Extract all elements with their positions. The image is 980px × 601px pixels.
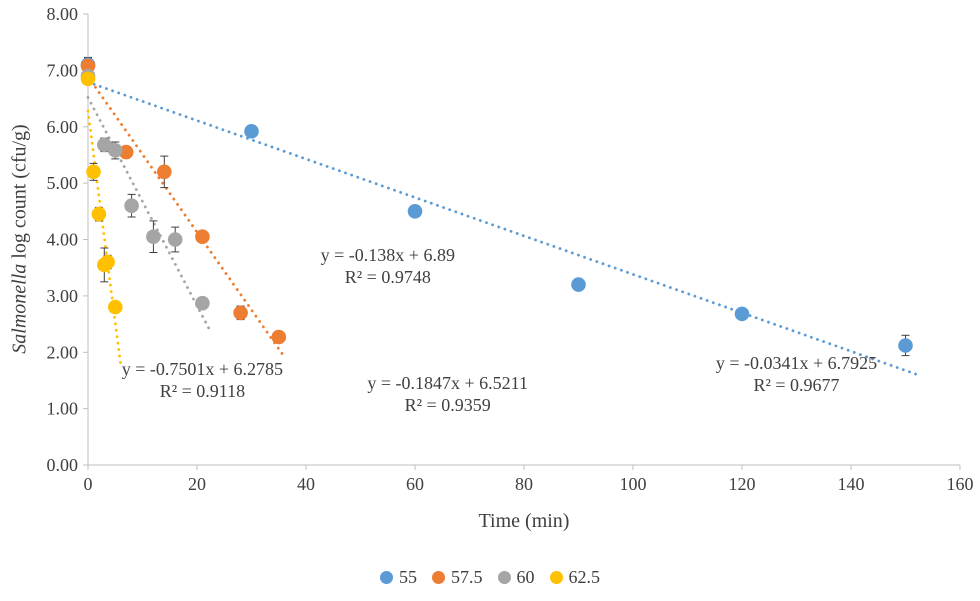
- data-point-55: [571, 277, 586, 292]
- trend-r2-55: R² = 0.9677: [753, 375, 839, 395]
- trend-equation-62.5: y = -0.7501x + 6.2785: [122, 359, 283, 379]
- legend-item-55: 55: [380, 567, 417, 588]
- data-point-57.5: [233, 305, 248, 321]
- x-tick-label: 120: [729, 474, 756, 494]
- data-point-62.5: [91, 206, 107, 222]
- x-tick-label: 0: [84, 474, 93, 494]
- x-tick-label: 80: [515, 474, 533, 494]
- trend-r2-57.5: R² = 0.9748: [345, 267, 431, 287]
- legend-label-62.5: 62.5: [568, 567, 601, 587]
- y-tick-label: 3.00: [47, 286, 79, 306]
- x-tick-label: 160: [947, 474, 974, 494]
- legend-item-62.5: 62.5: [549, 567, 601, 588]
- data-point-62.5: [86, 164, 101, 180]
- data-point-60: [146, 229, 161, 244]
- x-tick-label: 60: [406, 474, 424, 494]
- legend-label-57.5: 57.5: [451, 567, 483, 587]
- chart-legend: 55 57.5 60 62.5: [0, 567, 980, 588]
- data-point-57.5: [157, 164, 172, 180]
- trendline-60: [86, 96, 213, 334]
- y-tick-label: 7.00: [47, 60, 79, 80]
- data-point-60: [167, 232, 183, 247]
- y-tick-label: 1.00: [47, 399, 79, 419]
- data-point-57.5: [118, 144, 134, 160]
- x-tick-label: 100: [620, 474, 647, 494]
- data-point-60: [97, 137, 112, 153]
- data-point-62.5: [100, 254, 115, 270]
- trend-r2-62.5: R² = 0.9118: [160, 381, 245, 401]
- data-point-62.5: [80, 71, 96, 87]
- data-point-60: [124, 198, 139, 213]
- legend-marker-55: [380, 571, 393, 584]
- y-tick-label: 5.00: [47, 173, 79, 193]
- trend-r2-60: R² = 0.9359: [405, 395, 491, 415]
- trendline-55: [86, 80, 918, 376]
- legend-marker-60: [497, 571, 511, 584]
- data-point-55: [734, 306, 750, 322]
- y-axis-title-rest: log count (cfu/g): [8, 124, 31, 264]
- y-tick-label: 0.00: [47, 455, 79, 475]
- data-point-55: [244, 124, 259, 139]
- data-point-62.5: [108, 299, 123, 315]
- legend-label-60: 60: [516, 567, 535, 587]
- legend-marker-57.5: [432, 571, 445, 584]
- x-tick-label: 140: [838, 474, 865, 494]
- legend-marker-62.5: [549, 571, 563, 584]
- legend-label-55: 55: [399, 567, 417, 587]
- data-point-57.5: [271, 329, 287, 345]
- legend-item-57.5: 57.5: [432, 567, 483, 588]
- data-point-60: [108, 143, 123, 158]
- trendline-57.5: [86, 75, 286, 359]
- x-axis-title: Time (min): [478, 510, 570, 532]
- data-point-55: [898, 338, 913, 353]
- y-tick-label: 8.00: [47, 4, 79, 24]
- x-tick-label: 40: [297, 474, 315, 494]
- x-tick-label: 20: [188, 474, 206, 494]
- data-point-57.5: [195, 229, 210, 244]
- data-point-60: [195, 295, 210, 311]
- legend-item-60: 60: [497, 567, 535, 588]
- y-tick-label: 6.00: [47, 117, 79, 137]
- trend-equation-57.5: y = -0.138x + 6.89: [321, 245, 455, 265]
- data-point-57.5: [80, 58, 96, 74]
- trendline-62.5: [86, 109, 123, 367]
- y-axis-title-italic: Salmonella: [8, 263, 31, 354]
- trend-equation-55: y = -0.0341x + 6.7925: [716, 353, 877, 373]
- trend-equation-60: y = -0.1847x + 6.5211: [367, 373, 528, 393]
- y-tick-label: 4.00: [47, 230, 79, 250]
- y-tick-label: 2.00: [47, 342, 79, 362]
- data-point-55: [407, 204, 423, 219]
- y-axis-title: Salmonella log count (cfu/g): [9, 124, 32, 353]
